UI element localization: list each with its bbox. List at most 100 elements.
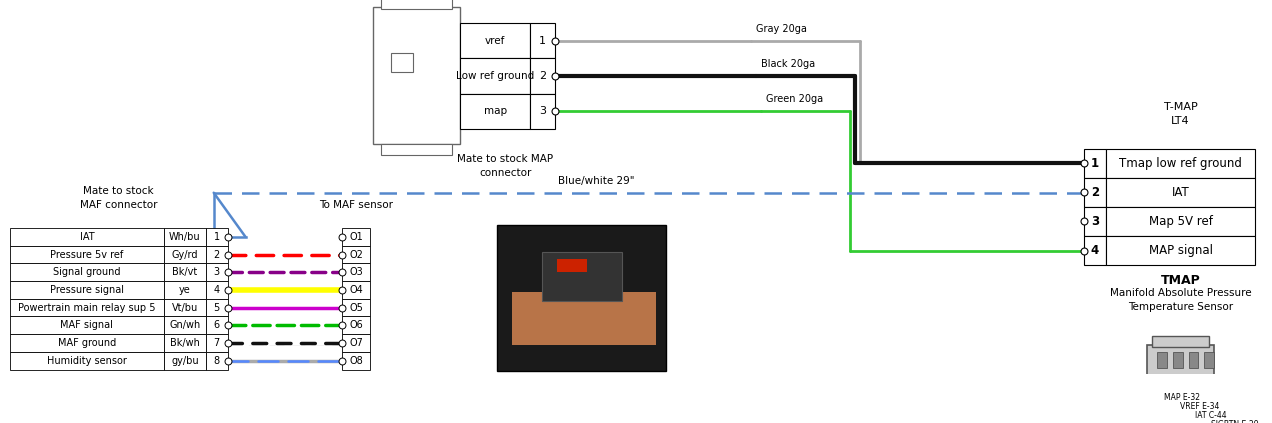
Bar: [1084, 236, 1105, 265]
Bar: [342, 352, 370, 370]
Text: Tmap low ref ground: Tmap low ref ground: [1119, 157, 1241, 170]
Text: O2: O2: [349, 250, 363, 260]
Text: Signal ground: Signal ground: [53, 267, 121, 277]
Text: To MAF sensor: To MAF sensor: [319, 201, 393, 210]
Text: O4: O4: [349, 285, 363, 295]
Text: MAF ground: MAF ground: [57, 338, 116, 348]
Bar: [206, 264, 228, 281]
Text: Black 20ga: Black 20ga: [761, 59, 815, 69]
Text: 4: 4: [214, 285, 220, 295]
Bar: [497, 225, 667, 371]
Text: O3: O3: [349, 267, 363, 277]
Bar: [373, 7, 460, 144]
Bar: [1173, 352, 1183, 368]
Text: ye: ye: [179, 285, 191, 295]
Text: 1: 1: [1091, 157, 1099, 170]
Bar: [1147, 345, 1215, 376]
Bar: [530, 58, 555, 94]
Bar: [10, 334, 164, 352]
Bar: [342, 246, 370, 264]
Bar: [206, 316, 228, 334]
Text: O6: O6: [349, 320, 363, 330]
Text: Vt/bu: Vt/bu: [172, 302, 198, 313]
Text: O8: O8: [349, 356, 363, 366]
Text: 4: 4: [1091, 244, 1099, 257]
Text: 2: 2: [539, 71, 546, 81]
Text: O1: O1: [349, 232, 363, 242]
Bar: [380, 144, 453, 155]
Bar: [206, 334, 228, 352]
Bar: [164, 281, 206, 299]
Bar: [1151, 336, 1210, 346]
Bar: [1188, 352, 1198, 368]
Bar: [1105, 178, 1255, 207]
Text: 7: 7: [214, 338, 220, 348]
Text: VREF E-34: VREF E-34: [1179, 402, 1219, 411]
Bar: [10, 299, 164, 316]
Text: Pressure 5v ref: Pressure 5v ref: [51, 250, 123, 260]
Text: IAT: IAT: [1172, 186, 1189, 199]
Bar: [530, 94, 555, 129]
Text: Mate to stock MAP
connector: Mate to stock MAP connector: [457, 154, 553, 178]
Text: IAT: IAT: [80, 232, 94, 242]
Bar: [164, 264, 206, 281]
Bar: [164, 299, 206, 316]
Text: Low ref ground: Low ref ground: [457, 71, 534, 81]
Text: O5: O5: [349, 302, 363, 313]
Text: Gy/rd: Gy/rd: [172, 250, 198, 260]
Text: Humidity sensor: Humidity sensor: [47, 356, 127, 366]
Bar: [1156, 352, 1166, 368]
Bar: [206, 352, 228, 370]
Text: 2: 2: [214, 250, 220, 260]
Text: 5: 5: [214, 302, 220, 313]
Bar: [342, 334, 370, 352]
Bar: [164, 316, 206, 334]
Text: 3: 3: [539, 107, 546, 116]
Text: Bk/wh: Bk/wh: [170, 338, 200, 348]
Text: Bk/vt: Bk/vt: [172, 267, 197, 277]
Bar: [342, 316, 370, 334]
Bar: [1105, 207, 1255, 236]
Text: map: map: [483, 107, 506, 116]
Text: IAT C-44: IAT C-44: [1196, 411, 1227, 420]
Bar: [380, 0, 453, 9]
Text: MAP E-32: MAP E-32: [1164, 393, 1199, 402]
Bar: [206, 228, 228, 246]
Text: 8: 8: [214, 356, 220, 366]
Bar: [10, 316, 164, 334]
Bar: [206, 246, 228, 264]
Bar: [10, 264, 164, 281]
Text: SIGRTN E-29: SIGRTN E-29: [1211, 420, 1259, 423]
Text: 3: 3: [1091, 215, 1099, 228]
Bar: [542, 252, 622, 301]
Text: Green 20ga: Green 20ga: [766, 94, 823, 104]
Bar: [460, 58, 530, 94]
Text: gy/bu: gy/bu: [170, 356, 198, 366]
Text: vref: vref: [485, 36, 505, 46]
Text: Gray 20ga: Gray 20ga: [756, 24, 806, 33]
Bar: [557, 259, 586, 272]
Bar: [206, 299, 228, 316]
Bar: [10, 281, 164, 299]
Text: T-MAP
LT4: T-MAP LT4: [1164, 102, 1197, 126]
Bar: [391, 53, 412, 72]
Text: O7: O7: [349, 338, 363, 348]
Text: 6: 6: [214, 320, 220, 330]
Text: Manifold Absolute Pressure
Temperature Sensor: Manifold Absolute Pressure Temperature S…: [1109, 288, 1252, 312]
Bar: [10, 246, 164, 264]
Bar: [1084, 148, 1105, 178]
Bar: [10, 352, 164, 370]
Text: 1: 1: [214, 232, 220, 242]
Text: Powertrain main relay sup 5: Powertrain main relay sup 5: [18, 302, 155, 313]
Bar: [206, 281, 228, 299]
Bar: [1205, 352, 1215, 368]
Bar: [164, 334, 206, 352]
Bar: [513, 292, 656, 345]
Bar: [342, 228, 370, 246]
Text: Blue/white 29": Blue/white 29": [558, 176, 635, 186]
Text: TMAP: TMAP: [1160, 274, 1201, 287]
Bar: [10, 228, 164, 246]
Bar: [342, 281, 370, 299]
Text: Map 5V ref: Map 5V ref: [1149, 215, 1212, 228]
Bar: [1084, 178, 1105, 207]
